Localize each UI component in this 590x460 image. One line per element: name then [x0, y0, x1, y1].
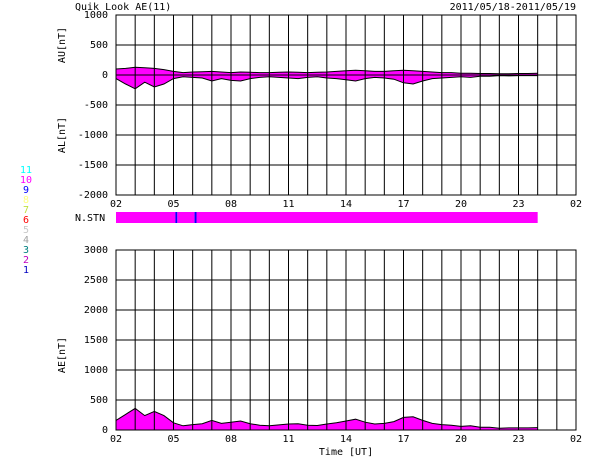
y-tick-label: -1000 — [78, 130, 108, 141]
x-tick-label: 11 — [282, 434, 294, 445]
y-axis-label: AE[nT] — [57, 337, 68, 373]
n-stn-segment — [116, 212, 176, 223]
x-tick-label: 23 — [512, 199, 524, 210]
y-tick-label: 2000 — [84, 305, 108, 316]
n-stn-segment — [177, 212, 195, 223]
station-count-label: 11 — [20, 165, 32, 176]
y-axis-label: AL[nT] — [57, 117, 68, 153]
y-tick-label: 2500 — [84, 275, 108, 286]
x-tick-label: 02 — [570, 199, 582, 210]
x-tick-label: 20 — [455, 199, 467, 210]
x-tick-label: 20 — [455, 434, 467, 445]
plot-frame — [115, 249, 577, 431]
y-tick-label: -2000 — [78, 190, 108, 201]
y-axis-label: AU[nT] — [57, 27, 68, 63]
x-tick-label: 08 — [225, 434, 237, 445]
station-count-label: 8 — [23, 195, 29, 206]
n-stn-label: N.STN — [75, 213, 105, 224]
x-tick-label: 05 — [167, 434, 179, 445]
x-tick-label: 17 — [397, 434, 409, 445]
station-count-label: 1 — [23, 265, 29, 276]
x-tick-label: 14 — [340, 199, 352, 210]
station-count-label: 10 — [20, 175, 32, 186]
x-tick-label: 08 — [225, 199, 237, 210]
y-tick-label: 1000 — [84, 10, 108, 21]
y-tick-label: -500 — [84, 100, 108, 111]
station-count-label: 6 — [23, 215, 29, 226]
y-tick-label: 500 — [90, 395, 108, 406]
y-tick-label: 1000 — [84, 365, 108, 376]
x-tick-label: 02 — [110, 434, 122, 445]
x-tick-label: 05 — [167, 199, 179, 210]
date-range: 2011/05/18-2011/05/19 — [450, 2, 576, 13]
x-tick-label: 23 — [512, 434, 524, 445]
plot-frame — [115, 14, 577, 196]
y-tick-label: -1500 — [78, 160, 108, 171]
station-count-label: 5 — [23, 225, 29, 236]
area-fill — [116, 67, 538, 75]
n-stn-segment — [194, 212, 197, 223]
x-tick-label: 02 — [570, 434, 582, 445]
n-stn-segment — [196, 212, 538, 223]
station-count-label: 7 — [23, 205, 29, 216]
x-tick-label: 17 — [397, 199, 409, 210]
chart-title: Quik Look AE(11) — [75, 2, 171, 13]
x-axis-label: Time [UT] — [319, 447, 373, 458]
y-tick-label: 0 — [102, 425, 108, 436]
y-tick-label: 3000 — [84, 245, 108, 256]
x-tick-label: 14 — [340, 434, 352, 445]
station-count-label: 4 — [23, 235, 29, 246]
n-stn-segment — [175, 212, 178, 223]
station-count-label: 9 — [23, 185, 29, 196]
area-fill — [116, 408, 538, 430]
station-count-label: 3 — [23, 245, 29, 256]
station-count-label: 2 — [23, 255, 29, 266]
y-tick-label: 0 — [102, 70, 108, 81]
x-tick-label: 11 — [282, 199, 294, 210]
y-tick-label: 500 — [90, 40, 108, 51]
y-tick-label: 1500 — [84, 335, 108, 346]
x-tick-label: 02 — [110, 199, 122, 210]
